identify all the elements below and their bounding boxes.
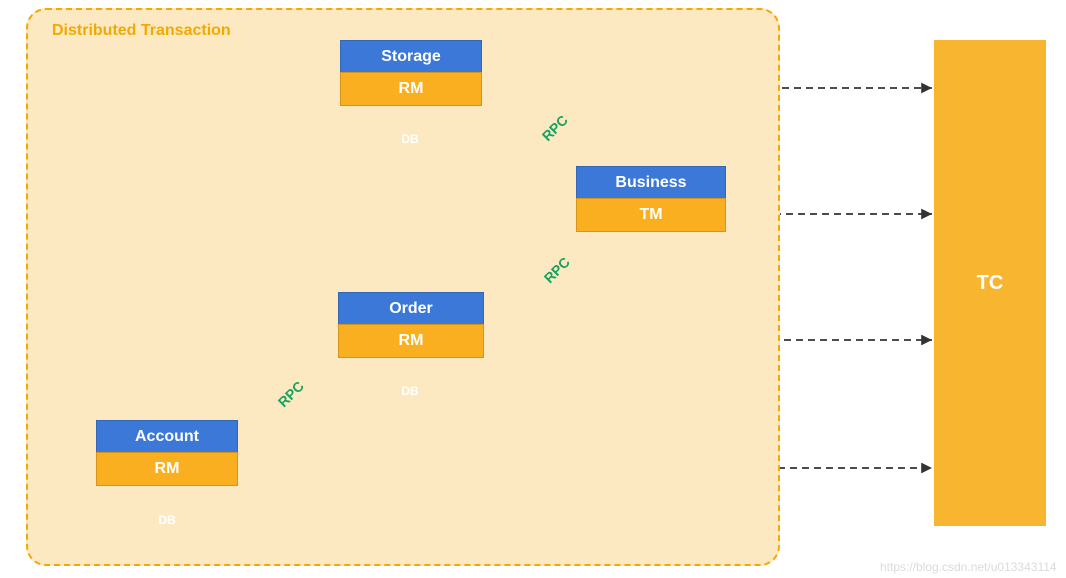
account-sub: RM (96, 452, 238, 486)
watermark: https://blog.csdn.net/u013343114 (880, 560, 1057, 574)
storage-sub: RM (340, 72, 482, 106)
account-title: Account (96, 420, 238, 454)
distributed-tx-title: Distributed Transaction (52, 22, 231, 40)
account-db-label: DB (140, 513, 194, 527)
business-sub: TM (576, 198, 726, 232)
order-db-label: DB (383, 384, 437, 398)
diagram-stage: { "colors": { "blue": "#3b78d8", "orange… (0, 0, 1066, 578)
storage-db-label: DB (383, 132, 437, 146)
storage-title: Storage (340, 40, 482, 74)
tc-box: TC (934, 40, 1046, 526)
order-sub: RM (338, 324, 484, 358)
business-title: Business (576, 166, 726, 200)
tc-label: TC (977, 272, 1004, 295)
order-title: Order (338, 292, 484, 326)
